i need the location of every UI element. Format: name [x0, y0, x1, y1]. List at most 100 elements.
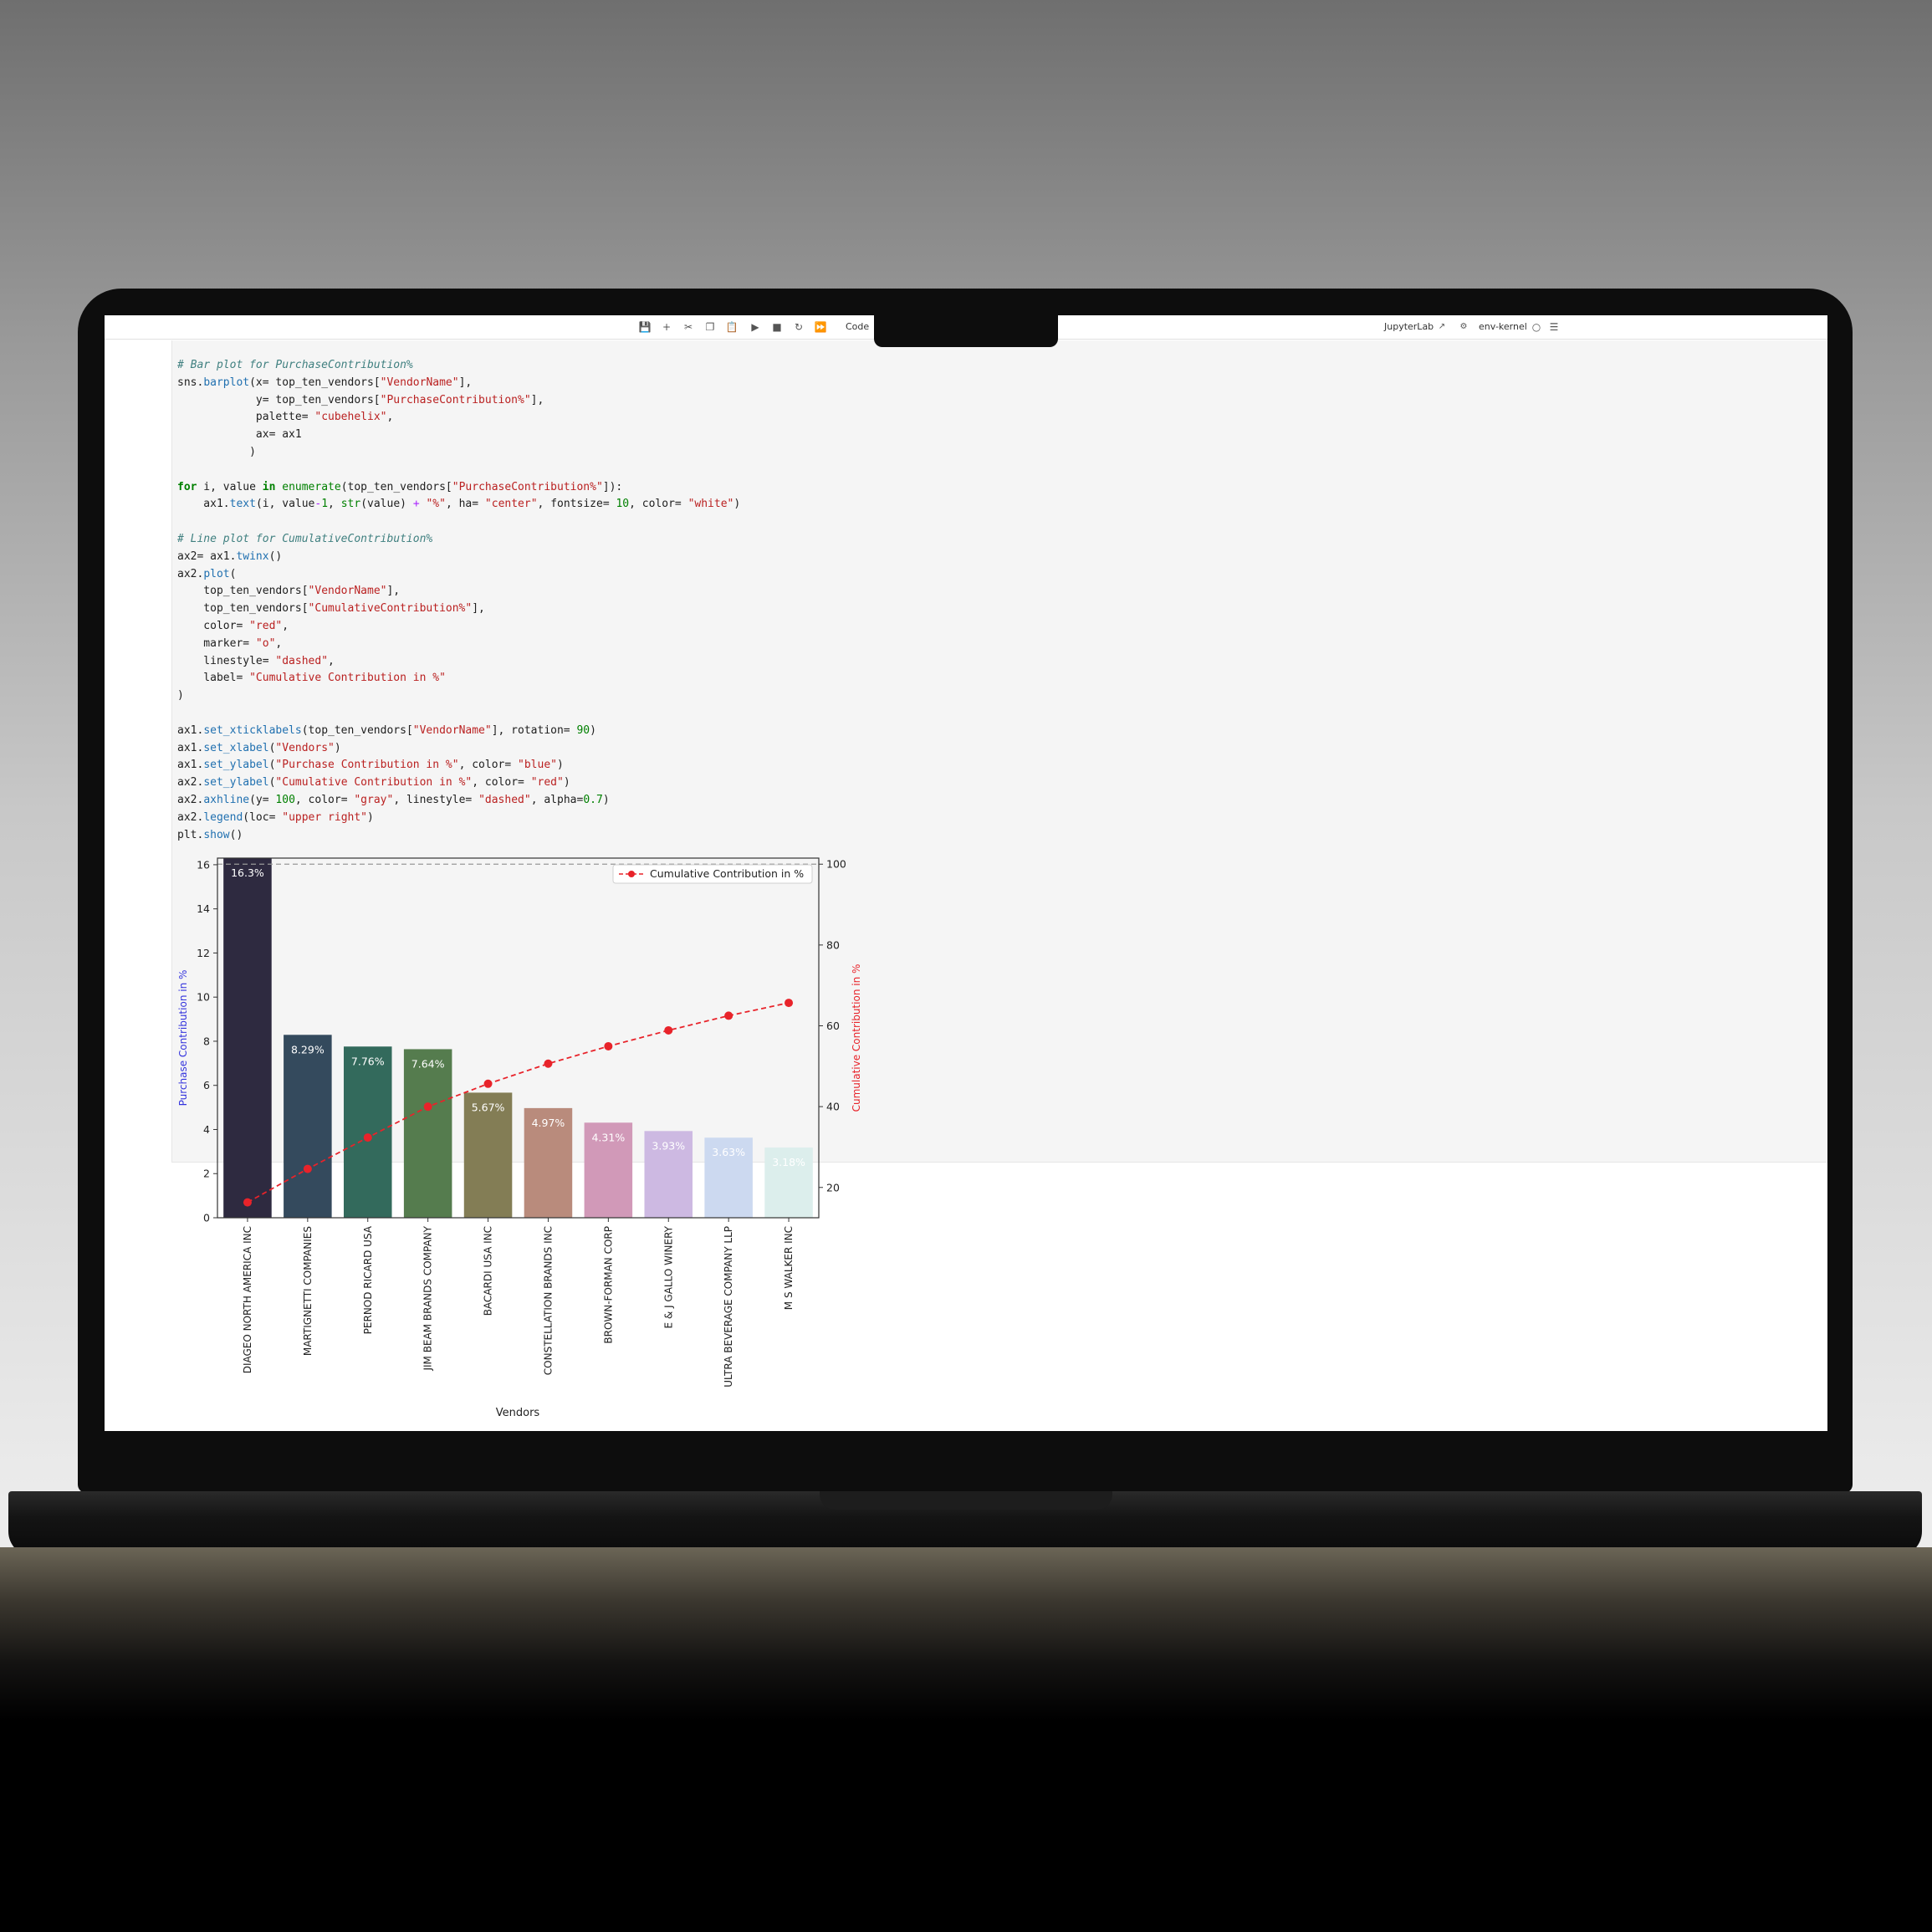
code-token: text [229, 498, 256, 511]
code-token: , color= [458, 759, 519, 772]
code-line: ax1.set_ylabel("Purchase Contribution in… [177, 757, 740, 774]
code-line: ax2= ax1.twinx() [177, 549, 740, 566]
code-token: show [203, 828, 230, 841]
code-token: "PurchaseContribution%" [452, 480, 603, 493]
code-token: , ha= [445, 498, 485, 511]
code-line: linestyle= "dashed", [177, 653, 740, 671]
code-line: ax1.text(i, value-1, str(value) + "%", h… [177, 496, 740, 514]
copy-icon[interactable]: ❐ [705, 321, 715, 333]
y2-tick-label: 100 [826, 858, 846, 871]
bar-value-label: 7.76% [351, 1055, 385, 1067]
x-tick-label: E & J GALLO WINERY [662, 1225, 674, 1328]
code-token: ax1. [177, 498, 230, 511]
code-token: , alpha= [530, 793, 584, 806]
jupyterlab-link[interactable]: JupyterLab [1384, 321, 1434, 332]
x-tick-label: ULTRA BEVERAGE COMPANY LLP [723, 1226, 734, 1388]
code-token: , [386, 411, 394, 424]
y-tick-label: 4 [203, 1123, 210, 1136]
code-token: ax2. [177, 810, 204, 824]
cut-icon[interactable]: ✂ [683, 321, 693, 333]
code-token: ) [177, 445, 256, 458]
code-line: label= "Cumulative Contribution in %" [177, 670, 740, 687]
bar-value-label: 4.97% [532, 1117, 565, 1129]
y-axis-label: Purchase Contribution in % [177, 970, 189, 1107]
code-token: in [262, 480, 276, 493]
code-token: , color= [294, 793, 355, 806]
code-token: marker= [177, 636, 256, 650]
code-token: label= [177, 672, 250, 685]
x-tick-label: BACARDI USA INC [483, 1226, 494, 1316]
debugger-icon[interactable]: ⚙ [1459, 322, 1468, 331]
code-token: ) [557, 759, 564, 772]
code-line: ) [177, 687, 740, 705]
code-line: top_ten_vendors["VendorName"], [177, 583, 740, 601]
x-tick-label: BROWN-FORMAN CORP [602, 1226, 614, 1344]
y-tick-label: 2 [203, 1168, 210, 1180]
code-cell[interactable]: # Bar plot for PurchaseContribution% sns.… [171, 340, 1827, 1163]
code-line: color= "red", [177, 618, 740, 636]
code-token: ax2. [177, 776, 204, 790]
run-all-icon[interactable]: ⏩ [814, 321, 827, 333]
code-token: top_ten_vendors[ [177, 602, 309, 616]
axis-labels-group: Vendors Purchase Contribution in % Cumul… [177, 964, 862, 1419]
restart-icon[interactable]: ↻ [794, 321, 804, 333]
code-token: "cubehelix" [314, 411, 387, 424]
code-token: set_xticklabels [203, 723, 302, 737]
code-line: # Bar plot for PurchaseContribution% [177, 357, 740, 375]
code-editor[interactable]: # Bar plot for PurchaseContribution% sns.… [177, 357, 740, 844]
code-token: - [314, 498, 322, 511]
code-token: "white" [687, 498, 734, 511]
y-tick-label: 14 [197, 902, 210, 915]
x-tick-label: MARTIGNETTI COMPANIES [302, 1226, 314, 1356]
code-token: ax1. [177, 759, 204, 772]
y2-tick-label: 20 [826, 1181, 840, 1193]
code-token: , fontsize= [537, 498, 616, 511]
code-line: ax1.set_xticklabels(top_ten_vendors["Ven… [177, 723, 740, 740]
code-token: str [340, 498, 361, 511]
code-token: top_ten_vendors[ [177, 585, 309, 598]
bar-value-label: 5.67% [472, 1101, 505, 1113]
output-chart: 16.3% 8.29% 7.76% 7.64% 5.67% 4.97% 4.31% 3.93%… [177, 857, 862, 1419]
cell-type-select[interactable]: Code [846, 321, 870, 332]
code-token: for [177, 480, 197, 493]
code-token: (top_ten_vendors[ [340, 480, 452, 493]
code-token: (top_ten_vendors[ [301, 723, 413, 737]
bar-value-label: 3.18% [772, 1156, 805, 1168]
cumulative-point [363, 1133, 372, 1142]
code-token: i, value [197, 480, 263, 493]
code-token: "Purchase Contribution in %" [275, 759, 459, 772]
bar [584, 1122, 633, 1218]
cumulative-point [483, 1079, 493, 1088]
code-token: ) [563, 776, 570, 790]
code-token: ) [733, 498, 741, 511]
code-token: (value) [360, 498, 413, 511]
y-tick-label: 16 [197, 858, 210, 871]
bar [343, 1046, 392, 1218]
x-tick-label: CONSTELLATION BRANDS INC [542, 1226, 554, 1375]
code-token: 10 [616, 498, 630, 511]
y-tick-label: 12 [197, 947, 210, 959]
code-line: y= top_ten_vendors["PurchaseContribution… [177, 392, 740, 410]
add-cell-icon[interactable]: + [662, 321, 672, 333]
bar-value-label: 8.29% [291, 1043, 325, 1055]
code-token: "blue" [518, 759, 557, 772]
code-token: + [412, 498, 420, 511]
code-token: ) [367, 810, 374, 824]
menu-icon[interactable]: ☰ [1549, 321, 1559, 333]
stop-icon[interactable]: ■ [772, 321, 782, 333]
bar [223, 858, 272, 1218]
code-token: , color= [472, 776, 531, 790]
run-icon[interactable]: ▶ [751, 321, 759, 333]
code-token: ( [268, 759, 276, 772]
code-token: "Cumulative Contribution in %" [275, 776, 473, 790]
code-token: set_ylabel [203, 759, 269, 772]
code-token: "VendorName" [308, 585, 387, 598]
paste-icon[interactable]: 📋 [725, 321, 739, 333]
code-token: "center" [484, 498, 538, 511]
save-icon[interactable]: 💾 [638, 321, 652, 333]
code-token: (y= [249, 793, 276, 806]
kernel-name[interactable]: env-kernel [1479, 321, 1527, 332]
code-token: 0.7 [583, 793, 603, 806]
cumulative-point [785, 999, 794, 1008]
code-token: 1 [321, 498, 329, 511]
